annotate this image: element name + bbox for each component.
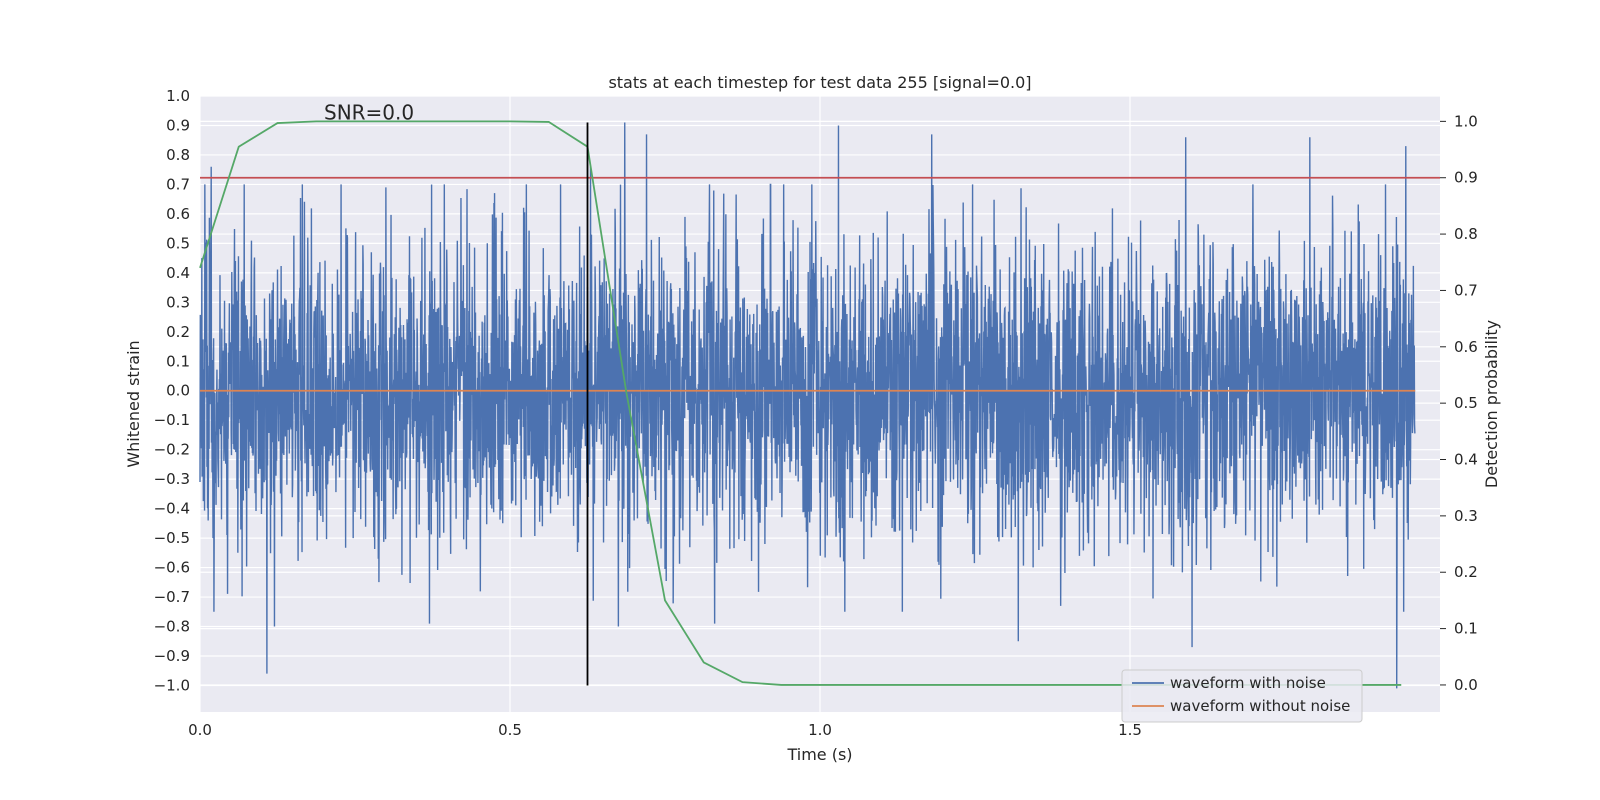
y-tick-label-left: 0.4 xyxy=(166,264,190,282)
x-axis-label: Time (s) xyxy=(786,745,852,764)
y-tick-label-left: −0.1 xyxy=(154,411,190,429)
legend-label-noise: waveform with noise xyxy=(1170,674,1326,692)
x-tick-label: 1.5 xyxy=(1118,721,1142,739)
y-tick-label-left: −0.2 xyxy=(154,441,190,459)
series-layer xyxy=(199,120,1440,689)
y-tick-label-left: 0.0 xyxy=(166,382,190,400)
snr-annotation: SNR=0.0 xyxy=(324,101,414,125)
y-tick-label-right: 0.5 xyxy=(1454,394,1478,412)
legend-box xyxy=(1121,669,1363,723)
y-tick-label-left: −0.7 xyxy=(154,588,190,606)
y-tick-label-right: 0.2 xyxy=(1454,563,1478,581)
ticks: 0.0 0.5 1.0 1.5 −1.0 −0.9 −0.8 −0.7 −0.6 −0.5 −0.4… xyxy=(154,87,1478,739)
y-tick-label-left: −0.6 xyxy=(154,559,190,577)
y-tick-label-left: −0.9 xyxy=(154,647,190,665)
series-waveform-with-noise xyxy=(199,122,1416,689)
y-tick-label-right: 0.8 xyxy=(1454,225,1478,243)
x-tick-label: 0.5 xyxy=(498,721,522,739)
y-tick-label-left: −1.0 xyxy=(154,676,190,694)
y-tick-label-left: 0.8 xyxy=(166,146,190,164)
y-tick-label-left: −0.4 xyxy=(154,500,190,518)
y-axis-label-left: Whitened strain xyxy=(124,340,143,467)
y-tick-label-left: 0.1 xyxy=(166,352,190,370)
y-tick-label-left: 0.6 xyxy=(166,205,190,223)
y-tick-label-left: −0.3 xyxy=(154,470,190,488)
y-axis-label-right: Detection probability xyxy=(1482,320,1501,488)
legend: waveform with noise waveform without noi… xyxy=(1121,669,1363,723)
y-tick-label-left: 0.5 xyxy=(166,234,190,252)
y-tick-label-left: 0.7 xyxy=(166,175,190,193)
legend-label-clean: waveform without noise xyxy=(1170,697,1350,715)
y-tick-label-left: 0.3 xyxy=(166,293,190,311)
y-tick-label-left: −0.8 xyxy=(154,618,190,636)
y-tick-label-right: 1.0 xyxy=(1454,112,1478,130)
x-tick-label: 0.0 xyxy=(188,721,212,739)
y-tick-label-left: 0.2 xyxy=(166,323,190,341)
y-tick-label-right: 0.7 xyxy=(1454,281,1478,299)
y-tick-label-right: 0.9 xyxy=(1454,169,1478,187)
chart-title: stats at each timestep for test data 255… xyxy=(608,73,1031,92)
y-tick-label-left: 0.9 xyxy=(166,116,190,134)
y-tick-label-left: −0.5 xyxy=(154,529,190,547)
y-tick-label-right: 0.0 xyxy=(1454,676,1478,694)
y-tick-label-right: 0.6 xyxy=(1454,338,1478,356)
y-tick-label-right: 0.3 xyxy=(1454,507,1478,525)
y-tick-label-right: 0.1 xyxy=(1454,620,1478,638)
y-tick-label-left: 1.0 xyxy=(166,87,190,105)
x-tick-label: 1.0 xyxy=(808,721,832,739)
y-tick-label-right: 0.4 xyxy=(1454,451,1478,469)
